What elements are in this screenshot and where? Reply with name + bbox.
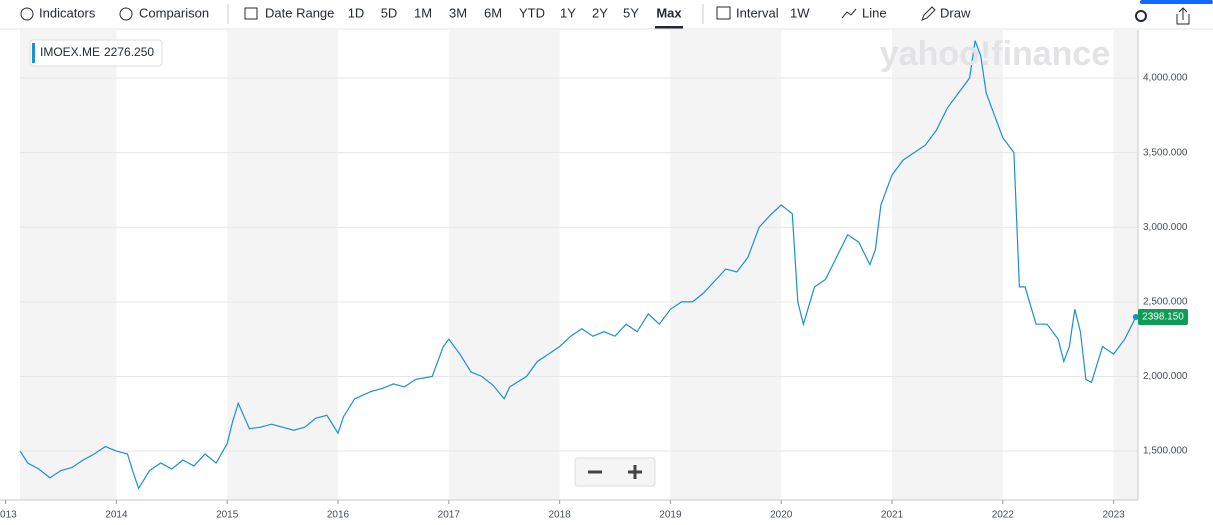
zoom-controls <box>574 457 656 487</box>
top-button-edge <box>1140 0 1213 4</box>
year-band <box>448 30 560 500</box>
y-tick-label: 4,000.000 <box>1143 73 1188 84</box>
comparison-button[interactable]: Comparison <box>139 5 209 20</box>
x-tick-label: 2016 <box>327 510 350 521</box>
indicators-button[interactable]: Indicators <box>39 5 96 20</box>
y-tick-label: 2,500.000 <box>1143 296 1188 307</box>
range-button[interactable]: 1D <box>348 5 365 20</box>
range-button[interactable]: 3M <box>449 5 467 20</box>
watermark: yahoo!finance <box>880 35 1110 73</box>
icon <box>20 7 34 21</box>
icon <box>921 6 936 21</box>
range-button[interactable]: 5D <box>381 5 398 20</box>
price-line <box>19 40 1137 490</box>
interval-value[interactable]: 1W <box>790 5 810 20</box>
settings-icon[interactable] <box>1135 10 1147 22</box>
x-tick-label: 2020 <box>770 510 793 521</box>
range-button[interactable]: 5Y <box>623 5 639 20</box>
chart-type-button[interactable]: Line <box>862 5 887 20</box>
x-tick-label: 2014 <box>105 510 128 521</box>
year-band <box>227 30 339 500</box>
x-tick-label: 2023 <box>1102 510 1125 521</box>
legend-swatch <box>32 43 35 63</box>
last-point <box>1132 314 1139 321</box>
x-tick-label: 2018 <box>548 510 571 521</box>
x-tick-label: 2022 <box>992 510 1015 521</box>
range-button[interactable]: 1Y <box>560 5 576 20</box>
range-button[interactable]: Max <box>656 5 682 20</box>
year-band <box>892 30 1003 500</box>
icon <box>244 7 258 20</box>
year-band <box>670 30 782 500</box>
legend-value: 2276.250 <box>104 45 154 59</box>
legend-box <box>29 39 163 67</box>
range-selected-underline <box>655 26 683 29</box>
range-button[interactable]: 1M <box>414 5 432 20</box>
x-tick-label: 2015 <box>216 510 239 521</box>
y-tick-label: 3,000.000 <box>1143 222 1188 233</box>
interval-button[interactable]: Interval <box>736 5 779 20</box>
x-tick-label: 2019 <box>659 510 682 521</box>
zoom-box <box>574 457 656 487</box>
share-icon[interactable] <box>1176 7 1190 25</box>
icon <box>841 8 857 19</box>
x-tick-label: 2017 <box>438 510 461 521</box>
legend-name: IMOEX.ME <box>40 45 100 59</box>
range-button[interactable]: 2Y <box>592 5 608 20</box>
x-tick-label: 2021 <box>881 510 904 521</box>
toolbar: Indicators Comparison Date Range 1D 5D 1M 3… <box>20 4 1190 29</box>
x-tick-label: 2013 <box>0 510 17 521</box>
legend: IMOEX.ME 2276.250 <box>29 39 163 67</box>
range-button[interactable]: 6M <box>484 5 502 20</box>
year-band <box>20 30 117 500</box>
price-badge-label: 2398.150 <box>1142 312 1184 323</box>
icon <box>119 7 133 21</box>
y-tick-label: 2,000.000 <box>1143 371 1188 382</box>
date-range-button[interactable]: Date Range <box>265 5 334 20</box>
year-band <box>1113 30 1138 500</box>
y-tick-label: 3,500.000 <box>1143 147 1188 158</box>
y-tick-label: 1,500.000 <box>1143 446 1188 457</box>
range-button[interactable]: YTD <box>519 5 545 20</box>
draw-button[interactable]: Draw <box>940 5 971 20</box>
icon <box>716 6 731 20</box>
price-badge <box>1138 309 1188 326</box>
